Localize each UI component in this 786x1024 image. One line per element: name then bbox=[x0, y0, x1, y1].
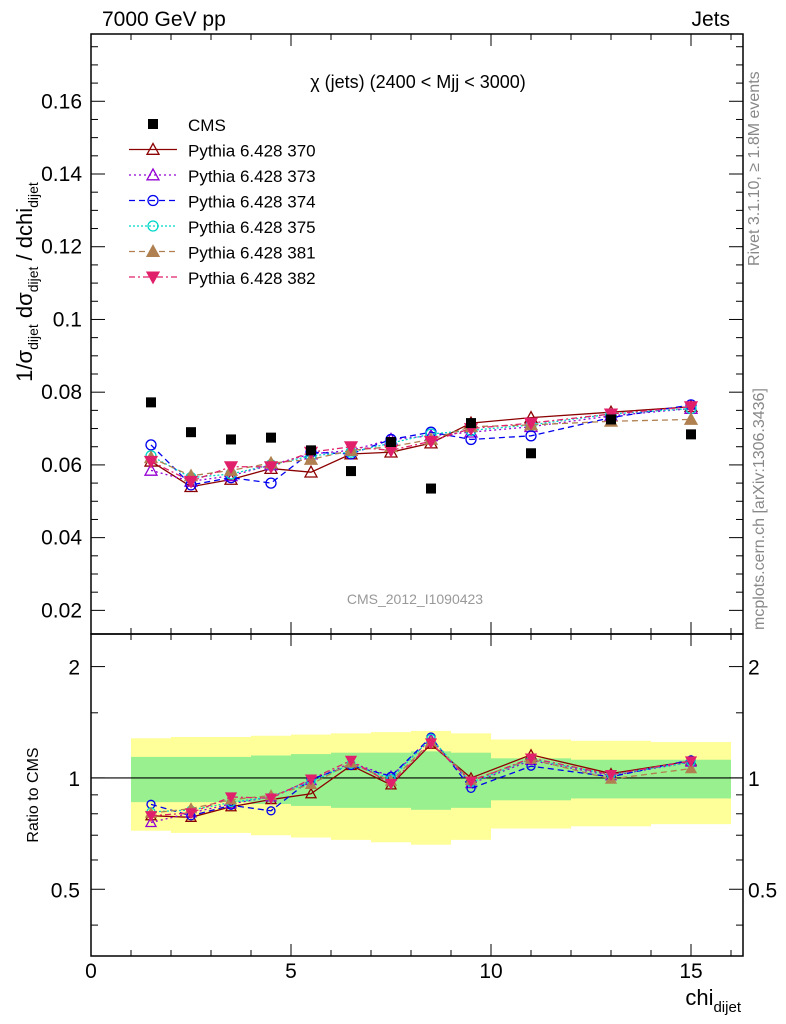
legend-label-0: Pythia 6.428 370 bbox=[188, 142, 316, 161]
cms-point bbox=[226, 434, 236, 445]
ratio-tick-label-right: 0.5 bbox=[748, 879, 777, 902]
ratio-tick-label-right: 1 bbox=[748, 768, 760, 791]
y-tick-label: 0.1 bbox=[53, 308, 82, 331]
ratio-line-0 bbox=[150, 743, 692, 818]
series-point-5 bbox=[263, 461, 279, 475]
ratio-point-5 bbox=[464, 776, 478, 788]
header-right: Jets bbox=[691, 8, 730, 31]
series-point-5 bbox=[423, 435, 439, 449]
series-point-4 bbox=[683, 412, 699, 425]
ratio-band-inner bbox=[411, 751, 451, 810]
ratio-tick-label-right: 2 bbox=[748, 657, 760, 680]
plot-title: χ (jets) (2400 < Mjj < 3000) bbox=[310, 72, 526, 92]
cms-point bbox=[266, 432, 276, 443]
ratio-point-5 bbox=[524, 753, 538, 765]
series-point-2 bbox=[145, 439, 157, 451]
cms-point bbox=[306, 445, 316, 456]
ratio-point-5 bbox=[604, 769, 618, 781]
x-tick-label: 0 bbox=[85, 960, 97, 983]
cms-point bbox=[686, 429, 696, 440]
series-point-0 bbox=[223, 472, 239, 485]
ratio-point-0 bbox=[304, 787, 318, 799]
y-tick-label: 0.02 bbox=[41, 599, 82, 622]
legend-marker-0 bbox=[145, 142, 161, 155]
cms-point bbox=[466, 418, 476, 429]
ratio-point-5 bbox=[224, 792, 238, 804]
ratio-tick-label: 1 bbox=[68, 768, 80, 791]
legend-label-cms: CMS bbox=[188, 116, 226, 135]
cms-point bbox=[526, 448, 536, 459]
legend-label-1: Pythia 6.428 373 bbox=[188, 167, 316, 186]
ratio-axis-label: Ratio to CMS bbox=[25, 747, 42, 842]
series-line-4 bbox=[150, 418, 692, 477]
legend-label-5: Pythia 6.428 382 bbox=[188, 269, 316, 288]
ratio-point-5 bbox=[144, 811, 158, 823]
series-point-5 bbox=[523, 417, 539, 431]
legend-marker-1 bbox=[145, 167, 161, 181]
x-tick-label: 10 bbox=[479, 960, 502, 983]
ratio-point-5 bbox=[184, 808, 198, 820]
legend-marker-3 bbox=[147, 220, 159, 232]
y-tick-label: 0.16 bbox=[41, 90, 82, 113]
series-point-2 bbox=[525, 430, 537, 442]
series-line-5 bbox=[150, 406, 692, 482]
ratio-point-5 bbox=[424, 738, 438, 750]
legend-marker-4 bbox=[145, 244, 161, 257]
ratio-line-1 bbox=[150, 738, 692, 824]
y-tick-label: 0.04 bbox=[41, 527, 82, 550]
ratio-point-5 bbox=[304, 774, 318, 786]
legend-label-2: Pythia 6.428 374 bbox=[188, 193, 316, 212]
y-tick-label: 0.06 bbox=[41, 454, 82, 477]
x-tick-label: 5 bbox=[285, 960, 297, 983]
series-point-2 bbox=[265, 477, 277, 489]
ratio-band-inner bbox=[171, 756, 211, 803]
series-point-5 bbox=[143, 455, 159, 469]
ratio-tick-label: 2 bbox=[68, 657, 80, 680]
x-tick-label: 15 bbox=[679, 960, 702, 983]
legend-label-4: Pythia 6.428 381 bbox=[188, 244, 316, 263]
series-point-5 bbox=[683, 401, 699, 415]
legend-marker-cms bbox=[148, 119, 158, 129]
cms-point bbox=[146, 397, 156, 408]
series-line-2 bbox=[150, 404, 692, 486]
series-point-0 bbox=[303, 464, 319, 478]
cms-point bbox=[186, 427, 196, 438]
legend-marker-2 bbox=[147, 194, 159, 207]
cms-point bbox=[606, 414, 616, 425]
series-point-5 bbox=[223, 461, 239, 475]
ratio-point-5 bbox=[344, 755, 358, 767]
series-point-1 bbox=[143, 463, 159, 476]
ratio-tick-label: 0.5 bbox=[51, 879, 80, 902]
ratio-point-2 bbox=[266, 806, 276, 816]
ratio-point-5 bbox=[384, 778, 398, 790]
series-point-5 bbox=[183, 475, 199, 489]
ratio-point-1 bbox=[144, 816, 158, 828]
cms-point bbox=[426, 483, 436, 494]
ratio-point-5 bbox=[684, 756, 698, 768]
series-point-5 bbox=[343, 441, 359, 455]
y-tick-label: 0.14 bbox=[41, 163, 82, 186]
ratio-point-5 bbox=[264, 793, 278, 805]
ratio-band-inner bbox=[131, 756, 171, 803]
cms-point bbox=[386, 437, 396, 447]
y-tick-label: 0.12 bbox=[41, 236, 82, 259]
x-axis-label: chidijet bbox=[685, 985, 741, 1016]
series-line-3 bbox=[150, 407, 692, 479]
y-axis-label: 1/σdijet dσdijet / dchidijet bbox=[12, 182, 41, 382]
legend-label-3: Pythia 6.428 375 bbox=[188, 218, 316, 237]
ratio-line-5 bbox=[150, 742, 692, 817]
header-left: 7000 GeV pp bbox=[102, 8, 226, 31]
y-tick-label: 0.08 bbox=[41, 381, 82, 404]
legend-marker-5 bbox=[145, 271, 161, 285]
watermark: CMS_2012_I1090423 bbox=[347, 591, 483, 607]
cms-point bbox=[346, 466, 356, 477]
ratio-point-4 bbox=[684, 762, 698, 774]
